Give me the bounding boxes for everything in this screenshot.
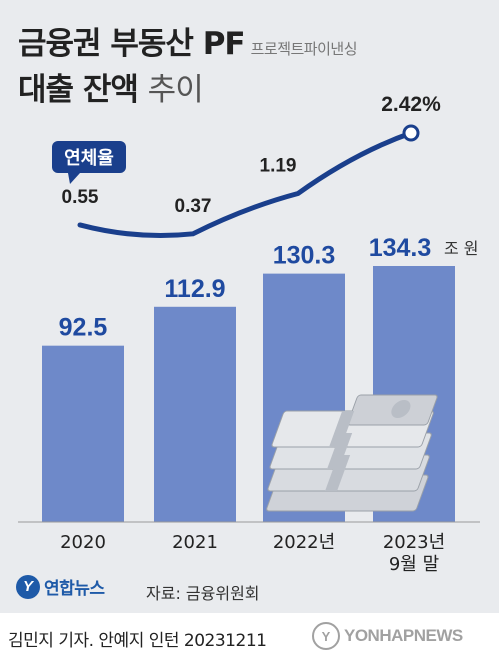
title-bold: 대출 잔액 [18,72,139,108]
line-series [77,130,414,239]
bar-value-label-3: 134.3 [369,234,432,262]
title-main: 금융권 부동산 PF [18,26,246,62]
x-tick-label-0: 2020 [60,532,106,553]
chart-title-line2: 대출 잔액 추이 [18,64,204,109]
line-value-label-3: 2.42% [381,93,441,116]
title-subtitle: 프로젝트파이낸싱 [250,40,358,58]
bar-value-label-2: 130.3 [273,242,336,270]
source-note: 자료: 금융위원회 [146,584,260,603]
line-value-label-1: 0.37 [175,196,212,217]
logo-text: 연합뉴스 [44,579,105,599]
line-value-label-0: 0.55 [62,187,99,208]
title-light: 추이 [147,72,204,108]
x-tick-label-2: 2022년 [273,532,335,553]
watermark-text: YONHAPNEWS [344,626,463,645]
chart-title-line1: 금융권 부동산 PF 프로젝트파이낸싱 [18,18,358,63]
bar-value-label-1: 112.9 [164,275,225,303]
legend-callout: 연체율 [52,141,126,184]
x-tick-label-3-line2: 9월 말 [389,554,439,575]
bar-0 [42,345,124,522]
yonhap-logo-icon: Y [16,574,40,599]
credit-line: 김민지 기자. 안예지 인턴 20231211 [8,631,267,651]
line-point-end [402,124,420,142]
x-tick-label-1: 2021 [172,532,218,553]
bar-1 [154,306,236,522]
chart-svg: 92.5 112.9 130.3 134.3 조 원 0.55 0.37 1.19 2.42%… [18,93,480,575]
line-value-label-2: 1.19 [260,155,297,176]
bar-unit-label: 조 원 [444,239,479,258]
publisher-logo: Y 연합뉴스 [16,574,105,599]
yonhap-watermark-icon: Y [312,622,340,650]
watermark: Y YONHAPNEWS [312,622,463,650]
bar-value-label-0: 92.5 [59,314,108,342]
legend-series-name: 연체율 [64,148,114,169]
x-tick-label-3: 2023년 [383,532,445,553]
banknote-stack-icon [266,394,438,512]
